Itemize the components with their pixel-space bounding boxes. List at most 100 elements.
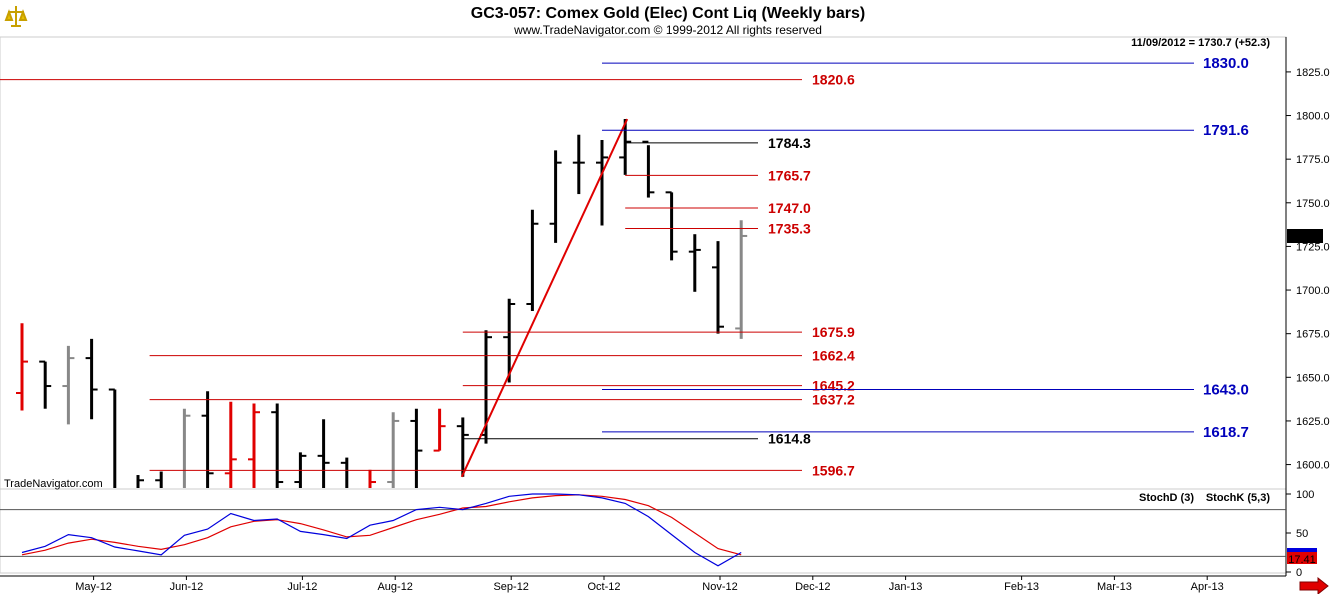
x-tick-label: Jan-13: [889, 581, 923, 593]
stoch-y-tick: 0: [1286, 567, 1302, 579]
y-tick-label: 1700.0: [1296, 285, 1330, 297]
ohlc-bar: [596, 139, 608, 226]
x-tick: Jan-13: [889, 576, 923, 593]
last-quote: 11/09/2012 = 1730.7 (+52.3): [1131, 37, 1270, 49]
stoch-tick-label: 0: [1296, 567, 1302, 579]
x-tick: Mar-13: [1097, 576, 1132, 593]
y-tick-label: 1750.0: [1296, 198, 1330, 210]
ohlc-bar: [387, 412, 400, 488]
ohlc-bar: [642, 140, 655, 198]
y-tick-label: 1625.0: [1296, 416, 1330, 428]
x-tick: Dec-12: [795, 576, 831, 593]
level-1784-3: 1784.3: [625, 135, 811, 151]
ohlc-bar: [549, 150, 562, 243]
ohlc-bar: [503, 298, 516, 383]
ohlc-bar: [572, 134, 585, 195]
x-tick-label: Dec-12: [795, 581, 830, 593]
ohlc-bar: [248, 403, 260, 488]
stoch-series-line: [21, 493, 742, 567]
stoch-marker: 17.41: [1287, 548, 1317, 566]
level-1614-8: 1614.8: [462, 431, 811, 447]
scroll-right-arrow-icon[interactable]: [1299, 576, 1329, 594]
x-tick: Nov-12: [702, 576, 738, 593]
x-tick-label: Apr-13: [1191, 581, 1224, 593]
y-tick: 1675.0: [1286, 329, 1330, 341]
y-tick: 1650.0: [1286, 372, 1330, 384]
y-tick: 1600.0: [1286, 460, 1330, 472]
y-tick: 1825.0: [1286, 67, 1330, 79]
x-tick: Jul-12: [287, 576, 317, 593]
level-label: 1765.7: [768, 167, 811, 183]
level-1675-9: 1675.9: [462, 324, 855, 340]
x-tick-label: Oct-12: [587, 581, 620, 593]
y-tick-label: 1775.0: [1296, 154, 1330, 166]
ohlc-bar: [16, 323, 28, 411]
ohlc-bar: [688, 234, 701, 292]
level-1596-7: 1596.7: [149, 462, 855, 478]
level-label: 1784.3: [768, 135, 811, 151]
level-label: 1735.3: [768, 220, 811, 236]
stoch-tick-label: 50: [1296, 528, 1308, 540]
legend-stochk: StochK (5,3): [1206, 492, 1271, 504]
stoch-series-line: [21, 494, 742, 556]
logo-icon: [4, 4, 28, 28]
ohlc-bar: [62, 345, 75, 425]
level-label: 1830.0: [1203, 55, 1249, 72]
price-marker: 1730.7: [1287, 229, 1323, 243]
y-tick: 1725.0: [1286, 241, 1330, 253]
level-1643-0: 1643.0: [602, 382, 1249, 399]
price-layer: [16, 118, 748, 488]
ohlc-bar: [224, 401, 237, 488]
ohlc-bar: [456, 417, 469, 477]
ohlc-bar: [433, 408, 446, 452]
x-tick-label: Sep-12: [493, 581, 528, 593]
ohlc-bar: [271, 403, 284, 488]
x-tick-label: Jul-12: [287, 581, 317, 593]
x-tick: Jun-12: [170, 576, 204, 593]
x-tick-label: Feb-13: [1004, 581, 1039, 593]
ohlc-bar: [712, 241, 724, 334]
ohlc-bar: [39, 360, 52, 409]
ohlc-bar: [410, 408, 423, 488]
stoch-y-tick: 100: [1286, 489, 1314, 501]
ohlc-bar: [619, 119, 632, 175]
level-1791-6: 1791.6: [602, 122, 1249, 139]
y-tick: 1700.0: [1286, 285, 1330, 297]
y-tick: 1775.0: [1286, 154, 1330, 166]
level-label: 1596.7: [812, 462, 855, 478]
ohlc-bar: [85, 338, 98, 420]
ohlc-bar: [201, 391, 214, 488]
x-tick: Sep-12: [493, 576, 529, 593]
level-label: 1675.9: [812, 324, 855, 340]
ohlc-bar: [108, 388, 117, 488]
y-tick-label: 1825.0: [1296, 67, 1330, 79]
x-tick-label: Mar-13: [1097, 581, 1132, 593]
x-tick: Oct-12: [587, 576, 621, 593]
x-tick: Feb-13: [1004, 576, 1039, 593]
level-1637-2: 1637.2: [149, 392, 855, 408]
watermark: TradeNavigator.com: [4, 478, 103, 490]
stoch-tick-label: 100: [1296, 489, 1314, 501]
level-1747-0: 1747.0: [625, 200, 811, 216]
x-tick-label: Jun-12: [170, 581, 204, 593]
level-1830-0: 1830.0: [602, 55, 1249, 72]
ohlc-bar: [368, 469, 376, 488]
level-label: 1791.6: [1203, 122, 1249, 139]
level-label: 1618.7: [1203, 424, 1249, 441]
y-tick: 1800.0: [1286, 111, 1330, 123]
level-1820-6: 1820.6: [0, 72, 855, 88]
y-tick: 1750.0: [1286, 198, 1330, 210]
y-tick-label: 1725.0: [1296, 241, 1330, 253]
ohlc-bar: [136, 475, 144, 488]
ohlc-bar: [340, 457, 349, 488]
level-label: 1614.8: [768, 431, 811, 447]
level-1662-4: 1662.4: [149, 348, 855, 364]
ohlc-bar: [182, 408, 191, 488]
levels-layer: 1830.0 1820.6 1791.6 1784.3 1765.7 1747.0 1735…: [0, 55, 1249, 478]
ohlc-bar: [317, 419, 330, 488]
y-tick-label: 1675.0: [1296, 329, 1330, 341]
level-1618-7: 1618.7: [602, 424, 1249, 441]
y-tick-label: 1650.0: [1296, 372, 1330, 384]
ohlc-bar: [526, 209, 539, 311]
